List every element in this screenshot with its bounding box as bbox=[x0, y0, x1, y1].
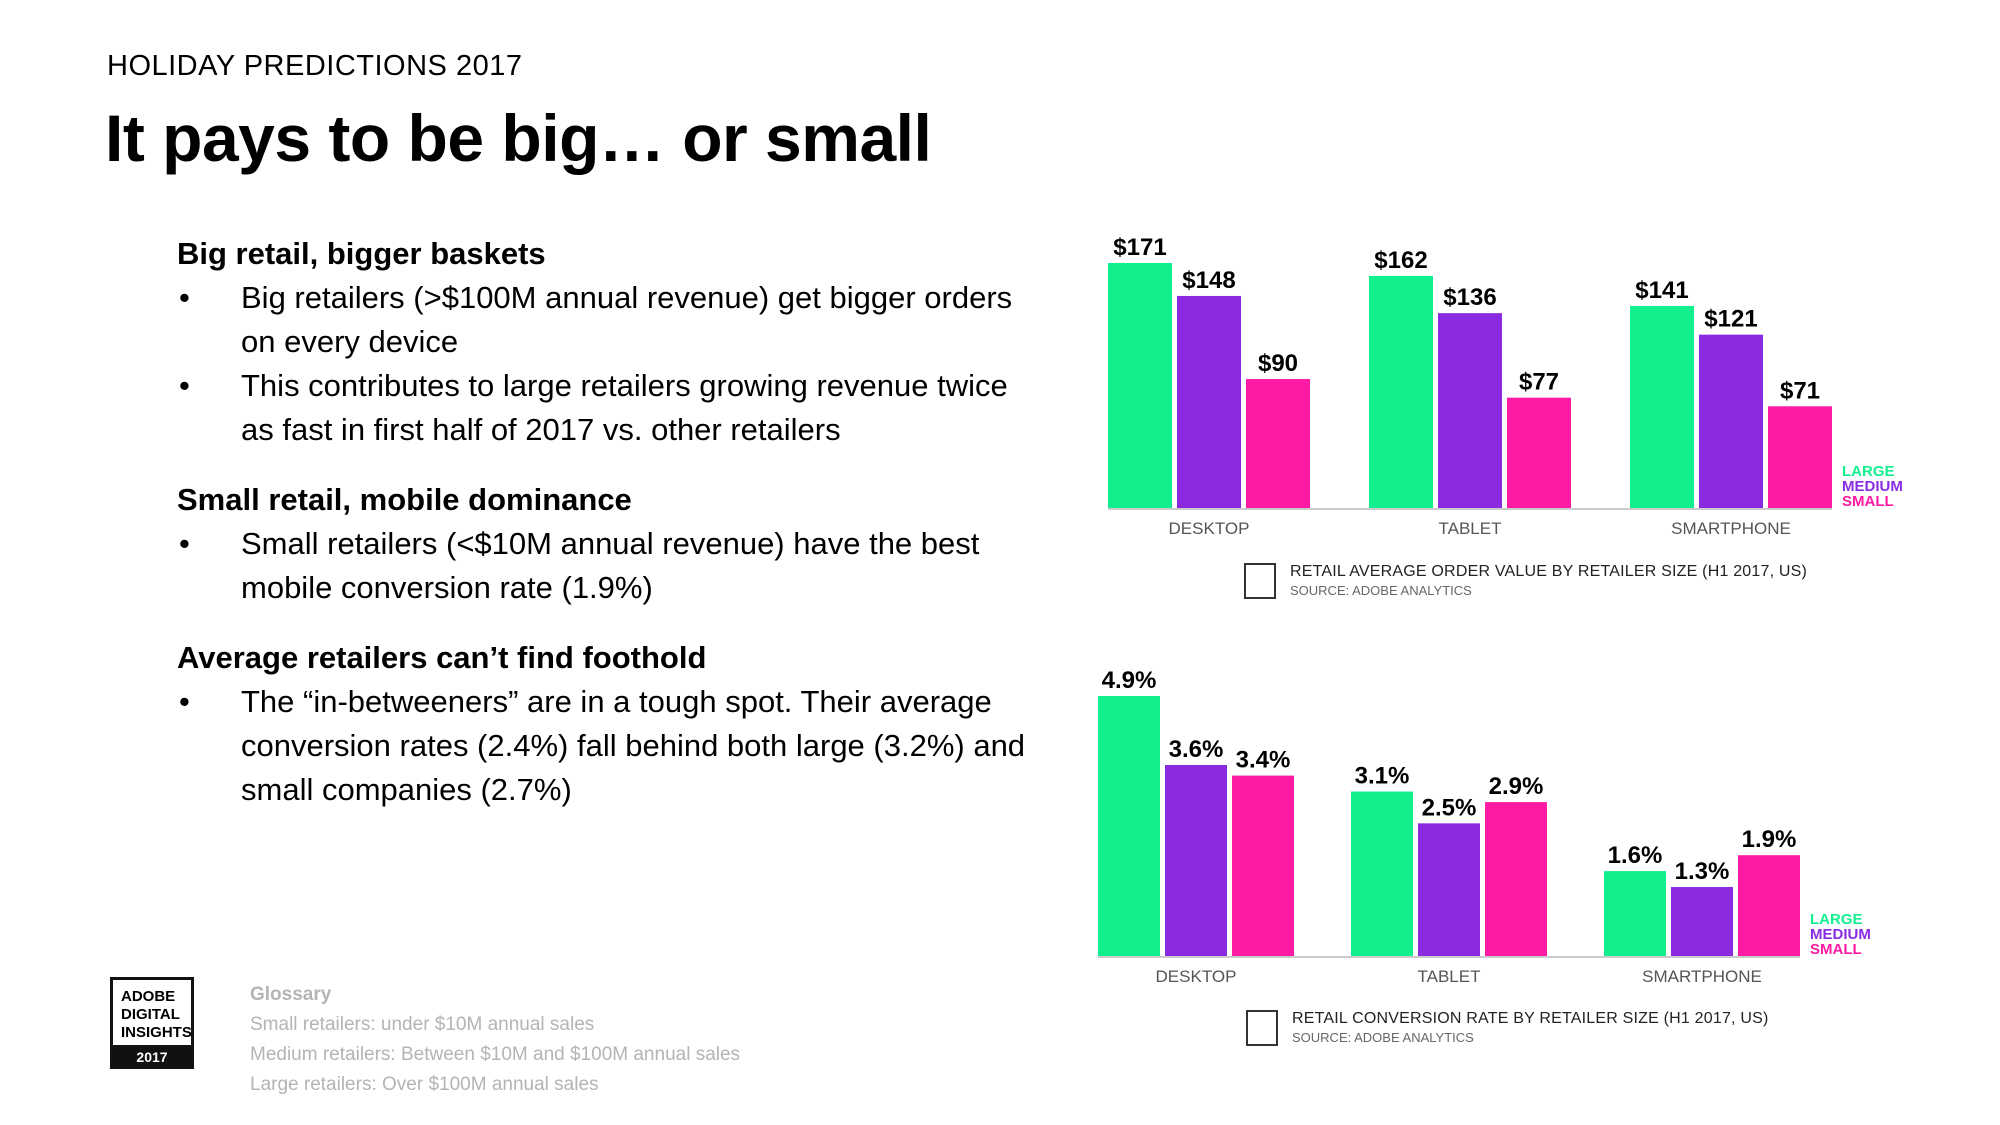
data-label: 1.6% bbox=[1608, 842, 1663, 869]
bar-large-tablet bbox=[1369, 275, 1433, 508]
bar-large-desktop bbox=[1108, 263, 1172, 508]
finding-bullet: This contributes to large retailers grow… bbox=[177, 364, 1027, 452]
logo-line: INSIGHTS bbox=[121, 1024, 192, 1041]
category-label: DESKTOP bbox=[1156, 967, 1237, 986]
key-findings: Big retail, bigger baskets Big retailers… bbox=[177, 236, 1027, 842]
bar-small-smartphone bbox=[1768, 406, 1832, 508]
finding-small-retail: Small retail, mobile dominance Small ret… bbox=[177, 482, 1027, 610]
bar-small-tablet bbox=[1507, 397, 1571, 508]
legend-large: LARGE bbox=[1842, 463, 1895, 480]
data-label: 1.9% bbox=[1742, 826, 1797, 853]
glossary-title: Glossary bbox=[250, 984, 332, 1005]
mini-adobe-logo bbox=[1246, 1010, 1278, 1046]
page-title: It pays to be big… or small bbox=[105, 101, 932, 175]
data-label: $77 bbox=[1519, 369, 1559, 396]
bar-medium-tablet bbox=[1418, 823, 1480, 956]
glossary-item: Small retailers: under $10M annual sales bbox=[250, 1014, 595, 1035]
bar-small-tablet bbox=[1485, 802, 1547, 956]
glossary: Glossary Small retailers: under $10M ann… bbox=[250, 980, 740, 1100]
finding-average-retail: Average retailers can’t find foothold Th… bbox=[177, 640, 1027, 812]
data-label: 2.5% bbox=[1422, 794, 1477, 821]
data-label: 3.4% bbox=[1236, 747, 1291, 774]
logo-line: ADOBE bbox=[121, 988, 176, 1005]
data-label: 3.6% bbox=[1169, 736, 1224, 763]
conversion-chart: 4.9% 3.6% 3.4% DESKTOP 3.1% 2.5% 2.9% TABLET 1.6… bbox=[1080, 660, 1910, 990]
category-label: SMARTPHONE bbox=[1642, 967, 1762, 986]
data-label: $171 bbox=[1113, 234, 1166, 261]
aov-chart-svg: $171 $148 $90 DESKTOP $162 $136 $77 TABLET $141 $… bbox=[1108, 234, 1903, 538]
conversion-chart-source: SOURCE: ADOBE ANALYTICS bbox=[1292, 1030, 1474, 1045]
bar-medium-desktop bbox=[1165, 764, 1227, 956]
data-label: $141 bbox=[1635, 277, 1688, 304]
category-label: TABLET bbox=[1439, 519, 1502, 538]
data-label: 4.9% bbox=[1102, 667, 1157, 694]
data-label: $162 bbox=[1374, 247, 1427, 274]
legend-small: SMALL bbox=[1810, 941, 1862, 958]
legend-large: LARGE bbox=[1810, 911, 1863, 928]
category-label: TABLET bbox=[1418, 967, 1481, 986]
finding-big-retail: Big retail, bigger baskets Big retailers… bbox=[177, 236, 1027, 452]
data-label: 2.9% bbox=[1489, 773, 1544, 800]
bar-medium-smartphone bbox=[1699, 334, 1763, 508]
finding-bullet: The “in-betweeners” are in a tough spot.… bbox=[177, 680, 1027, 812]
bar-large-desktop bbox=[1098, 696, 1160, 956]
bar-large-tablet bbox=[1351, 791, 1413, 956]
bar-medium-desktop bbox=[1177, 295, 1241, 508]
conversion-chart-title: RETAIL CONVERSION RATE BY RETAILER SIZE … bbox=[1292, 1010, 1769, 1027]
finding-heading: Average retailers can’t find foothold bbox=[177, 640, 707, 675]
aov-chart-caption: RETAIL AVERAGE ORDER VALUE BY RETAILER S… bbox=[1244, 563, 1807, 599]
category-label: DESKTOP bbox=[1169, 519, 1250, 538]
adobe-digital-insights-logo: ADOBE DIGITAL INSIGHTS 2017 bbox=[110, 977, 194, 1069]
bar-medium-tablet bbox=[1438, 313, 1502, 508]
glossary-item: Large retailers: Over $100M annual sales bbox=[250, 1074, 599, 1095]
data-label: $148 bbox=[1182, 267, 1235, 294]
legend-medium: MEDIUM bbox=[1842, 478, 1903, 495]
aov-chart-title: RETAIL AVERAGE ORDER VALUE BY RETAILER S… bbox=[1290, 563, 1808, 580]
eyebrow-label: HOLIDAY PREDICTIONS 2017 bbox=[107, 50, 523, 82]
logo-year: 2017 bbox=[110, 1045, 194, 1069]
conversion-chart-svg: 4.9% 3.6% 3.4% DESKTOP 3.1% 2.5% 2.9% TABLET 1.6… bbox=[1098, 667, 1871, 986]
conversion-chart-caption: RETAIL CONVERSION RATE BY RETAILER SIZE … bbox=[1246, 1010, 1769, 1046]
finding-bullet: Small retailers (<$10M annual revenue) h… bbox=[177, 522, 1027, 610]
finding-heading: Small retail, mobile dominance bbox=[177, 482, 632, 517]
data-label: $136 bbox=[1443, 284, 1496, 311]
aov-chart: $171 $148 $90 DESKTOP $162 $136 $77 TABLET $141 $… bbox=[1090, 200, 1920, 540]
bar-small-desktop bbox=[1232, 775, 1294, 956]
data-label: $71 bbox=[1780, 377, 1820, 404]
bar-large-smartphone bbox=[1630, 305, 1694, 508]
data-label: $90 bbox=[1258, 350, 1298, 377]
data-label: 3.1% bbox=[1355, 763, 1410, 790]
logo-line: DIGITAL bbox=[121, 1006, 180, 1023]
data-label: $121 bbox=[1704, 306, 1757, 333]
finding-heading: Big retail, bigger baskets bbox=[177, 236, 546, 271]
aov-chart-source: SOURCE: ADOBE ANALYTICS bbox=[1290, 583, 1472, 598]
bar-medium-smartphone bbox=[1671, 887, 1733, 956]
data-label: 1.3% bbox=[1675, 858, 1730, 885]
bar-small-smartphone bbox=[1738, 855, 1800, 956]
mini-adobe-logo bbox=[1244, 563, 1276, 599]
legend-small: SMALL bbox=[1842, 493, 1894, 510]
finding-bullet: Big retailers (>$100M annual revenue) ge… bbox=[177, 276, 1027, 364]
category-label: SMARTPHONE bbox=[1671, 519, 1791, 538]
bar-small-desktop bbox=[1246, 379, 1310, 508]
glossary-item: Medium retailers: Between $10M and $100M… bbox=[250, 1044, 741, 1065]
bar-large-smartphone bbox=[1604, 871, 1666, 956]
legend-medium: MEDIUM bbox=[1810, 926, 1871, 943]
